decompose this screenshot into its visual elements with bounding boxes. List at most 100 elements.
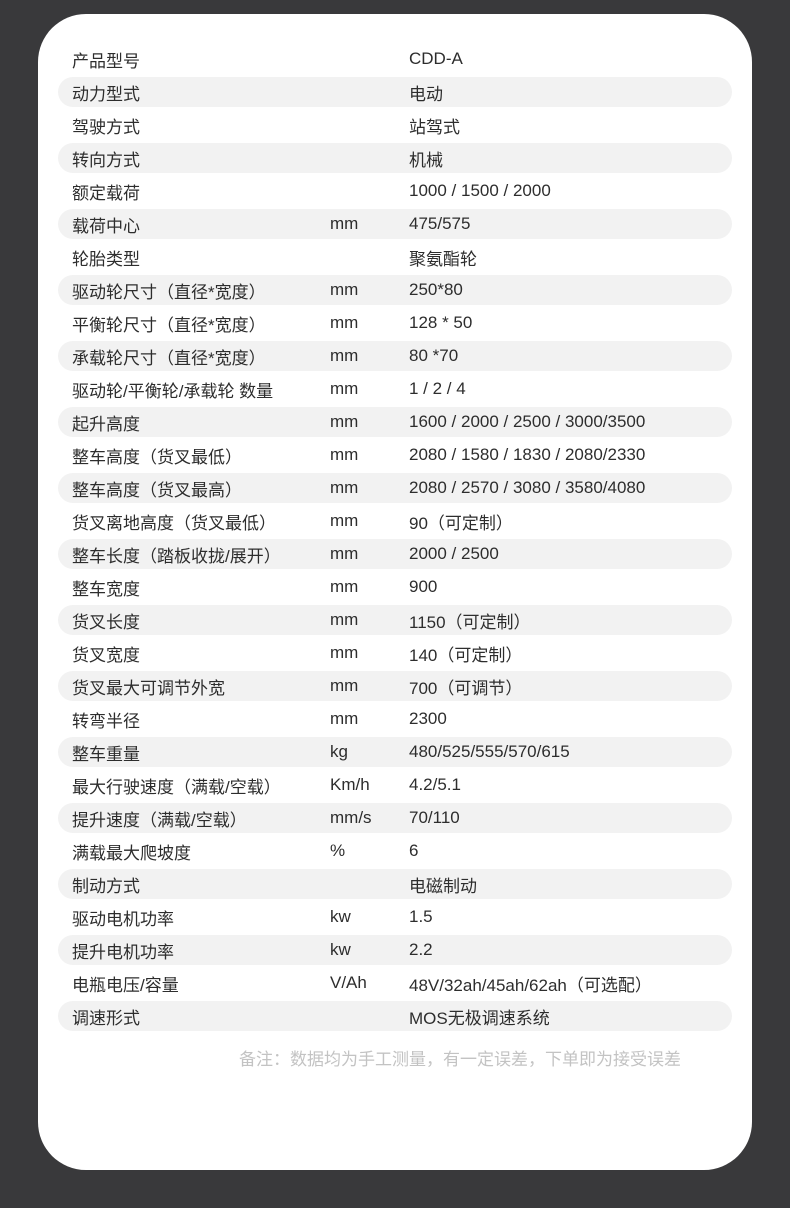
spec-label: 货叉最大可调节外宽 <box>72 678 225 698</box>
spec-value: 700（可调节） <box>409 678 523 698</box>
spec-label: 制动方式 <box>72 876 140 896</box>
spec-value: 2300 <box>409 709 447 728</box>
table-row: 产品型号 CDD-A <box>58 44 732 74</box>
spec-value: 2080 / 1580 / 1830 / 2080/2330 <box>409 445 646 464</box>
spec-value: 128 * 50 <box>409 313 473 332</box>
spec-label: 整车宽度 <box>72 579 140 599</box>
spec-label: 驾驶方式 <box>72 117 140 137</box>
table-row: 驾驶方式 站驾式 <box>58 110 732 140</box>
spec-unit: mm <box>330 577 359 596</box>
table-row: 驱动轮/平衡轮/承载轮 数量 mm 1 / 2 / 4 <box>58 374 732 404</box>
spec-label: 提升电机功率 <box>72 942 174 962</box>
table-row: 整车重量 kg 480/525/555/570/615 <box>58 737 732 767</box>
table-row: 货叉离地高度（货叉最低） mm 90（可定制） <box>58 506 732 536</box>
spec-value: CDD-A <box>409 49 463 68</box>
spec-unit: V/Ah <box>330 973 367 992</box>
spec-label: 起升高度 <box>72 414 140 434</box>
spec-unit: Km/h <box>330 775 370 794</box>
spec-label: 调速形式 <box>72 1008 140 1028</box>
spec-value: 站驾式 <box>409 117 460 137</box>
table-row: 电瓶电压/容量 V/Ah 48V/32ah/45ah/62ah（可选配） <box>58 968 732 998</box>
table-row: 调速形式 MOS无极调速系统 <box>58 1001 732 1031</box>
spec-value: MOS无极调速系统 <box>409 1008 550 1028</box>
table-row: 驱动轮尺寸（直径*宽度） mm 250*80 <box>58 275 732 305</box>
spec-value: 90（可定制） <box>409 513 513 533</box>
spec-value: 聚氨酯轮 <box>409 249 477 269</box>
table-row: 转弯半径 mm 2300 <box>58 704 732 734</box>
spec-value: 1.5 <box>409 907 433 926</box>
spec-label: 平衡轮尺寸（直径*宽度） <box>72 315 266 335</box>
spec-unit: kw <box>330 907 351 926</box>
spec-value: 80 *70 <box>409 346 459 365</box>
spec-label: 驱动轮尺寸（直径*宽度） <box>72 282 266 302</box>
spec-value: 2.2 <box>409 940 433 959</box>
table-row: 载荷中心 mm 475/575 <box>58 209 732 239</box>
spec-label: 整车重量 <box>72 744 140 764</box>
spec-label: 动力型式 <box>72 84 140 104</box>
table-row: 驱动电机功率 kw 1.5 <box>58 902 732 932</box>
spec-label: 承载轮尺寸（直径*宽度） <box>72 348 266 368</box>
table-row: 满载最大爬坡度% 6 <box>58 836 732 866</box>
spec-unit: mm <box>330 478 359 497</box>
table-row: 转向方式 机械 <box>58 143 732 173</box>
table-row: 整车长度（踏板收拢/展开） mm 2000 / 2500 <box>58 539 732 569</box>
spec-label: 货叉长度 <box>72 612 140 632</box>
spec-table: 产品型号 CDD-A 动力型式 电动驾驶方式 站驾式转向方式 机械 额定载荷 1000 / 1… <box>38 41 752 1034</box>
spec-unit: mm <box>330 313 359 332</box>
spec-label: 载荷中心 <box>72 216 140 236</box>
spec-value: 6 <box>409 841 419 860</box>
spec-label: 转弯半径 <box>72 711 140 731</box>
spec-unit: mm <box>330 445 359 464</box>
spec-value: 480/525/555/570/615 <box>409 742 570 761</box>
spec-value: 1 / 2 / 4 <box>409 379 466 398</box>
spec-label: 驱动轮/平衡轮/承载轮 数量 <box>72 381 274 401</box>
spec-label: 最大行驶速度（满载/空载） <box>72 777 281 797</box>
table-row: 最大行驶速度（满载/空载） Km/h 4.2/5.1 <box>58 770 732 800</box>
spec-unit: mm <box>330 544 359 563</box>
table-row: 整车宽度 mm 900 <box>58 572 732 602</box>
spec-label: 产品型号 <box>72 51 140 71</box>
spec-label: 轮胎类型 <box>72 249 140 269</box>
footnote: 备注：数据均为手工测量，有一定误差，下单即为接受误差 <box>239 1050 681 1069</box>
spec-value: 1150（可定制） <box>409 612 531 632</box>
spec-value: 4.2/5.1 <box>409 775 461 794</box>
table-row: 承载轮尺寸（直径*宽度） mm 80 *70 <box>58 341 732 371</box>
spec-value: 140（可定制） <box>409 645 523 665</box>
spec-card: 产品型号 CDD-A 动力型式 电动驾驶方式 站驾式转向方式 机械 额定载荷 1000 / 1… <box>38 14 752 1170</box>
table-row: 货叉长度 mm 1150（可定制） <box>58 605 732 635</box>
spec-unit: mm <box>330 709 359 728</box>
table-row: 动力型式 电动 <box>58 77 732 107</box>
spec-label: 提升速度（满载/空载） <box>72 810 247 830</box>
spec-label: 电瓶电压/容量 <box>72 975 179 995</box>
spec-unit: % <box>330 841 346 860</box>
spec-label: 整车长度（踏板收拢/展开） <box>72 546 281 566</box>
spec-unit: mm/s <box>330 808 372 827</box>
spec-unit: kg <box>330 742 348 761</box>
table-row: 提升速度（满载/空载） mm/s 70/110 <box>58 803 732 833</box>
table-row: 起升高度 mm 1600 / 2000 / 2500 / 3000/3500 <box>58 407 732 437</box>
table-row: 货叉最大可调节外宽 mm 700（可调节） <box>58 671 732 701</box>
spec-unit: mm <box>330 412 359 431</box>
spec-label: 货叉宽度 <box>72 645 140 665</box>
spec-value: 1600 / 2000 / 2500 / 3000/3500 <box>409 412 646 431</box>
spec-value: 2080 / 2570 / 3080 / 3580/4080 <box>409 478 646 497</box>
spec-unit: mm <box>330 610 359 629</box>
table-row: 额定载荷 1000 / 1500 / 2000 <box>58 176 732 206</box>
spec-unit: mm <box>330 511 359 530</box>
spec-label: 货叉离地高度（货叉最低） <box>72 513 276 533</box>
spec-unit: mm <box>330 280 359 299</box>
table-row: 整车高度（货叉最高） mm 2080 / 2570 / 3080 / 3580/40… <box>58 473 732 503</box>
spec-value: 70/110 <box>409 808 460 827</box>
spec-value: 1000 / 1500 / 2000 <box>409 181 551 200</box>
table-row: 轮胎类型 聚氨酯轮 <box>58 242 732 272</box>
spec-label: 整车高度（货叉最高） <box>72 480 242 500</box>
spec-value: 900 <box>409 577 438 596</box>
spec-unit: kw <box>330 940 351 959</box>
table-row: 平衡轮尺寸（直径*宽度） mm 128 * 50 <box>58 308 732 338</box>
spec-unit: mm <box>330 346 359 365</box>
spec-value: 2000 / 2500 <box>409 544 499 563</box>
spec-label: 满载最大爬坡度 <box>72 843 191 863</box>
table-row: 制动方式 电磁制动 <box>58 869 732 899</box>
spec-value: 电磁制动 <box>409 876 477 896</box>
table-row: 整车高度（货叉最低） mm 2080 / 1580 / 1830 / 2080/23… <box>58 440 732 470</box>
